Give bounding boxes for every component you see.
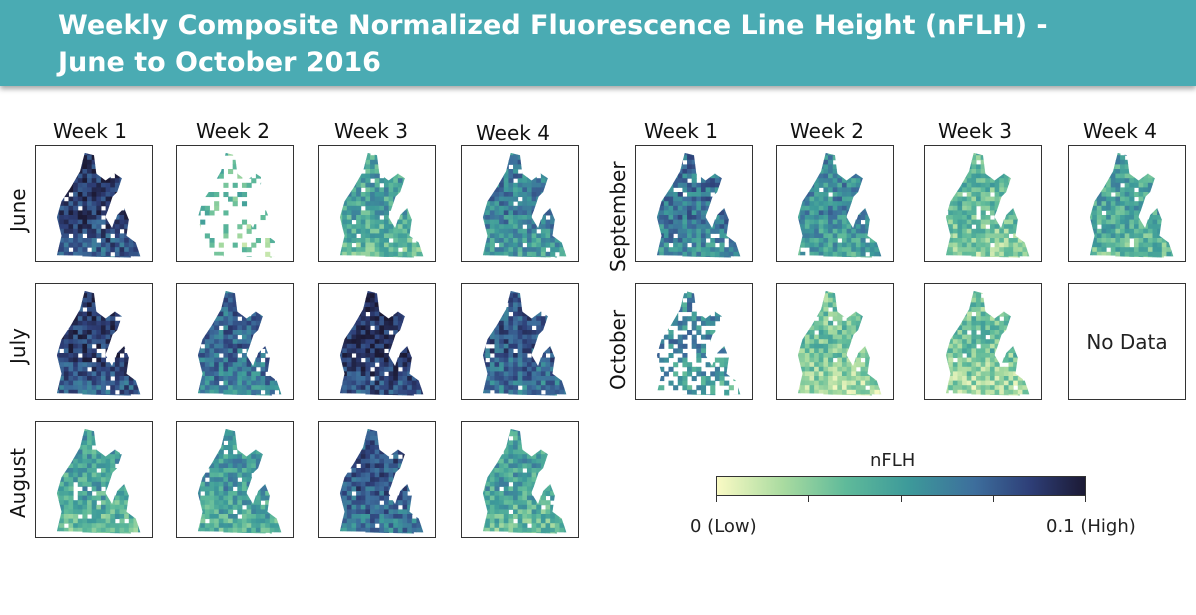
no-data-label: No Data bbox=[1086, 329, 1168, 354]
map-panel-june-week-4 bbox=[461, 145, 579, 262]
map-panel-july-week-4 bbox=[461, 283, 579, 400]
month-label-july: July bbox=[6, 328, 30, 364]
month-label-august: August bbox=[6, 448, 30, 518]
map-panel-july-week-1 bbox=[35, 283, 153, 400]
title-banner: Weekly Composite Normalized Fluorescence… bbox=[0, 0, 1196, 86]
map-panel-october-week-1 bbox=[635, 283, 753, 400]
map-panel-october-week-3 bbox=[924, 283, 1042, 400]
map-panel-june-week-3 bbox=[318, 145, 436, 262]
left-week-4-header: Week 4 bbox=[476, 121, 550, 145]
lake-map-image bbox=[339, 290, 424, 396]
lake-map-image bbox=[482, 290, 567, 396]
lake-map-image bbox=[197, 152, 282, 258]
colorbar-tick bbox=[901, 496, 902, 502]
map-panel-september-week-3 bbox=[924, 145, 1042, 262]
colorbar-tick bbox=[808, 496, 809, 502]
lake-map-image bbox=[56, 428, 141, 534]
colorbar-tick bbox=[993, 496, 994, 502]
map-panel-august-week-2 bbox=[176, 421, 294, 538]
map-panel-june-week-2 bbox=[176, 145, 294, 262]
lake-map-image bbox=[656, 290, 741, 396]
lake-map-image bbox=[482, 152, 567, 258]
left-week-3-header: Week 3 bbox=[334, 119, 408, 143]
colorbar-tick bbox=[1085, 496, 1086, 502]
month-label-october: October bbox=[606, 309, 630, 390]
lake-map-image bbox=[945, 290, 1030, 396]
title-line-2: June to October 2016 bbox=[58, 47, 381, 78]
left-week-2-header: Week 2 bbox=[196, 119, 270, 143]
title-line-1: Weekly Composite Normalized Fluorescence… bbox=[58, 10, 1048, 41]
map-panel-september-week-4 bbox=[1068, 145, 1186, 262]
lake-map-image bbox=[797, 290, 882, 396]
map-panel-october-week-4: No Data bbox=[1068, 283, 1186, 400]
lake-map-image bbox=[656, 152, 741, 258]
map-panel-july-week-2 bbox=[176, 283, 294, 400]
map-panel-july-week-3 bbox=[318, 283, 436, 400]
month-label-june: June bbox=[6, 188, 30, 232]
left-week-1-header: Week 1 bbox=[53, 119, 127, 143]
colorbar-max-label: 0.1 (High) bbox=[1046, 516, 1136, 537]
colorbar bbox=[716, 476, 1086, 496]
right-week-3-header: Week 3 bbox=[938, 119, 1012, 143]
colorbar-min-label: 0 (Low) bbox=[690, 516, 757, 537]
colorbar-label: nFLH bbox=[870, 450, 916, 471]
map-panel-september-week-2 bbox=[776, 145, 894, 262]
lake-map-image bbox=[197, 290, 282, 396]
lake-map-image bbox=[945, 152, 1030, 258]
map-panel-august-week-3 bbox=[318, 421, 436, 538]
map-panel-august-week-4 bbox=[461, 421, 579, 538]
lake-map-image bbox=[1089, 152, 1174, 258]
page-title: Weekly Composite Normalized Fluorescence… bbox=[58, 7, 1178, 81]
right-week-2-header: Week 2 bbox=[790, 119, 864, 143]
map-panel-october-week-2 bbox=[776, 283, 894, 400]
map-panel-june-week-1 bbox=[35, 145, 153, 262]
colorbar-tick bbox=[716, 496, 717, 502]
lake-map-image bbox=[56, 290, 141, 396]
lake-map-image bbox=[56, 152, 141, 258]
lake-map-image bbox=[197, 428, 282, 534]
lake-map-image bbox=[797, 152, 882, 258]
right-week-4-header: Week 4 bbox=[1083, 119, 1157, 143]
map-panel-september-week-1 bbox=[635, 145, 753, 262]
map-panel-august-week-1 bbox=[35, 421, 153, 538]
right-week-1-header: Week 1 bbox=[644, 119, 718, 143]
lake-map-image bbox=[482, 428, 567, 534]
lake-map-image bbox=[339, 428, 424, 534]
month-label-september: September bbox=[606, 161, 630, 272]
lake-map-image bbox=[339, 152, 424, 258]
